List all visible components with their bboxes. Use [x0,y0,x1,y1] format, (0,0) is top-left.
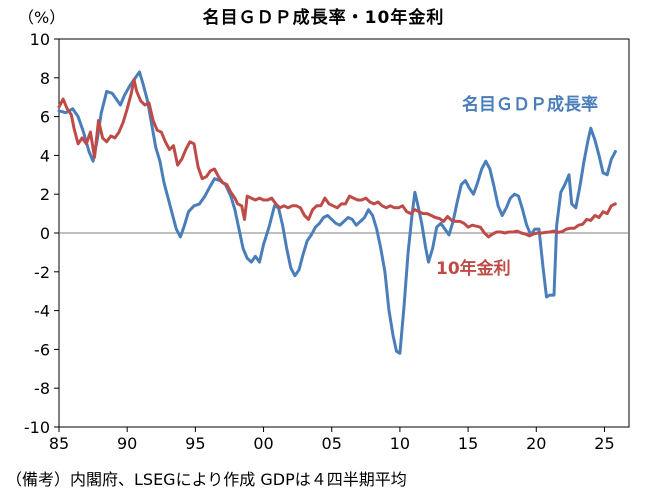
y-tick-label: 10 [30,30,50,49]
x-tick-label: 20 [526,434,546,453]
y-tick-label: -6 [34,340,50,359]
y-tick-label: 4 [40,146,50,165]
y-tick-label: 2 [40,185,50,204]
x-tick-label: 00 [253,434,273,453]
x-tick-label: 15 [458,434,478,453]
x-tick-label: 05 [322,434,342,453]
x-axis-ticks: 85 90 95 00 05 10 15 20 25 [49,427,615,453]
series-label-10y-yield: 10年金利 [436,259,511,279]
x-tick-label: 85 [49,434,69,453]
series-label-nominal-gdp: 名目ＧＤＰ成長率 [462,95,598,115]
series-layer [57,70,617,355]
x-tick-label: 90 [117,434,137,453]
y-axis-unit: （%） [18,8,66,27]
chart-title: 名目ＧＤＰ成長率・10年金利 [202,8,445,28]
y-tick-label: -2 [34,263,50,282]
series-line-10y-yield [57,78,617,239]
x-tick-label: 95 [185,434,205,453]
y-tick-label: -8 [34,379,50,398]
x-tick-label: 10 [390,434,410,453]
y-tick-label: 8 [40,69,50,88]
y-tick-label: 0 [40,224,50,243]
y-axis-ticks: 10 8 6 4 2 0 -2 -4 -6 -8 -10 [24,30,59,437]
x-tick-label: 25 [594,434,614,453]
source-note: （備考）内閣府、LSEGにより作成 GDPは４四半期平均 [6,470,407,489]
y-tick-label: 6 [40,108,50,127]
y-tick-label: -4 [34,302,50,321]
y-tick-label: -10 [24,418,50,437]
